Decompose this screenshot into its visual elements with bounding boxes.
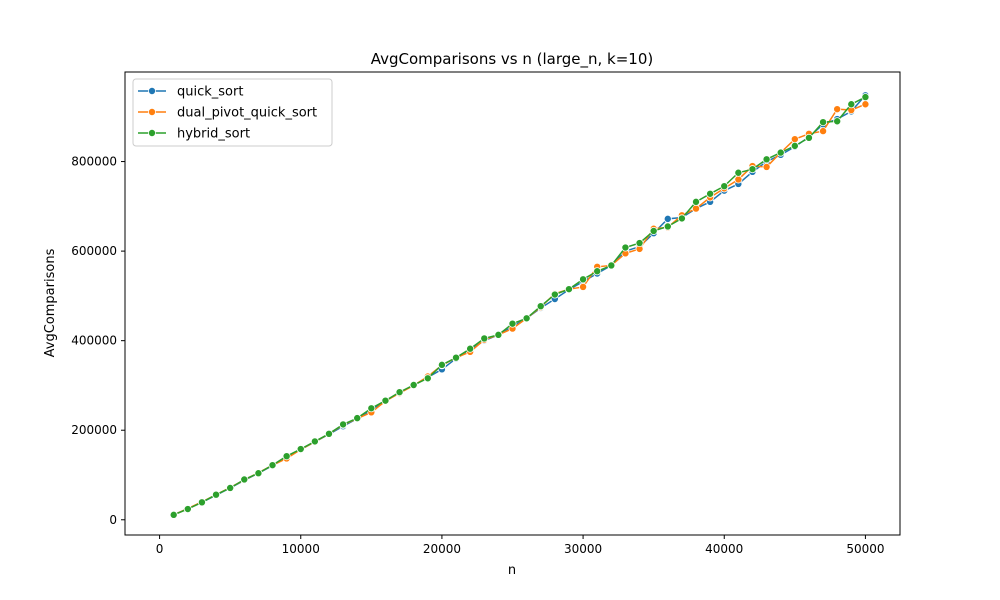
data-point [819,118,828,127]
legend-entry: hybrid_sort [138,127,250,142]
data-point [296,445,305,454]
data-point [819,127,828,136]
data-point [212,490,221,499]
data-point [197,498,206,507]
data-point [649,226,658,235]
data-point [692,204,701,213]
legend-label: dual_pivot_quick_sort [177,106,317,121]
x-tick-label: 20000 [423,542,461,556]
data-point [579,275,588,284]
data-point [762,155,771,164]
data-point [437,360,446,369]
data-point [480,334,489,343]
data-point [720,182,729,191]
data-point [339,420,348,429]
data-point [268,461,277,470]
data-point [790,141,799,150]
data-point [706,189,715,198]
data-point [804,133,813,142]
x-tick-label: 0 [156,542,164,556]
data-point [466,344,475,353]
data-point [790,135,799,144]
y-tick-label: 400000 [71,334,117,348]
data-point [663,222,672,231]
data-point [734,175,743,184]
data-point [282,452,291,461]
data-point [861,100,870,109]
legend: quick_sort dual_pivot_quick_sort hybrid_so… [132,78,333,147]
data-point [254,469,263,478]
y-axis-label: AvgComparisons [43,248,58,357]
data-point [536,302,545,311]
data-point [621,243,630,252]
legend-box [132,78,333,147]
data-point [564,285,573,294]
data-point [494,330,503,339]
data-point [677,214,686,223]
data-point [762,162,771,171]
x-tick-label: 50000 [846,542,884,556]
y-tick-label: 600000 [71,244,117,258]
x-tick-label: 10000 [282,542,320,556]
legend-label: hybrid_sort [177,127,250,142]
data-point [367,404,376,413]
data-point [395,388,404,397]
x-axis: 0 10000 20000 30000 40000 50000 [156,535,885,556]
data-point [607,261,616,270]
data-point [663,214,672,223]
data-point [847,100,856,109]
legend-entry: dual_pivot_quick_sort [138,106,317,121]
data-point [692,197,701,206]
legend-marker [147,108,156,117]
data-point [240,475,249,484]
axes-frame [124,71,901,536]
data-point [734,168,743,177]
y-tick-label: 200000 [71,423,117,437]
data-point [324,429,333,438]
y-axis: 0 200000 400000 600000 800000 [71,155,125,527]
x-tick-label: 40000 [705,542,743,556]
data-point [183,505,192,514]
x-axis-label: n [508,563,516,578]
x-tick-label: 30000 [564,542,602,556]
data-point [226,483,235,492]
y-tick-label: 0 [109,513,117,527]
data-point [310,437,319,446]
data-point [423,374,432,383]
data-point [169,510,178,519]
data-point [833,117,842,126]
data-point [776,148,785,157]
plot-area [169,91,870,519]
legend-entry: quick_sort [138,85,243,100]
legend-marker [147,128,156,137]
data-point [381,396,390,405]
y-tick-label: 800000 [71,155,117,169]
legend-label: quick_sort [177,85,243,100]
data-point [861,93,870,102]
data-point [748,165,757,174]
data-point [579,282,588,291]
data-point [508,319,517,328]
data-point [550,290,559,299]
data-point [635,239,644,248]
data-point [452,353,461,362]
series-hybrid-sort [169,93,870,519]
data-point [593,267,602,276]
data-point [353,414,362,423]
legend-marker [147,87,156,96]
data-point [522,314,531,323]
data-point [409,380,418,389]
chart-title: AvgComparisons vs n (large_n, k=10) [371,50,654,69]
data-point [833,105,842,114]
